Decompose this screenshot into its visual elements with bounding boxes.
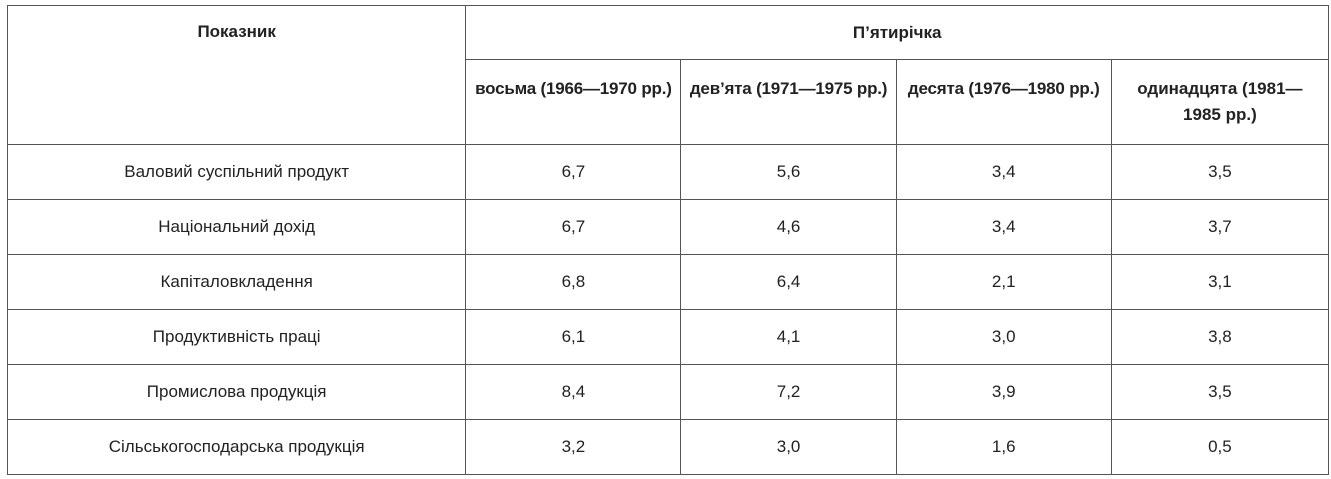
header-period: дев’ята (1971—1975 рр.) [680,59,897,145]
header-row-group: Показник П’ятирічка [6,5,1329,145]
cell-value: 2,1 [895,254,1112,310]
row-label: Капіталовкладення [6,254,467,310]
cell-value: 3,5 [1110,144,1330,200]
table-row: Промислова продукція 8,4 7,2 3,9 3,5 [6,364,1330,420]
table-row: Сільськогосподарська продукція 3,2 3,0 1… [6,419,1330,475]
header-row-periods: восьма (1966—1970 рр.) дев’ята (1971—197… [8,59,1330,145]
cell-value: 3,4 [895,144,1112,200]
row-label: Продуктивність праці [6,309,467,365]
cell-value: 6,7 [465,199,682,255]
header-period: десята (1976—1980 рр.) [895,59,1112,145]
table-row: Валовий суспільний продукт 6,7 5,6 3,4 3… [6,144,1330,200]
cell-value: 4,6 [680,199,897,255]
row-label: Сільськогосподарська продукція [6,419,467,475]
cell-value: 3,7 [1110,199,1330,255]
cell-value: 4,1 [680,309,897,365]
row-label: Промислова продукція [6,364,467,420]
cell-value: 8,4 [465,364,682,420]
cell-value: 3,1 [1110,254,1330,310]
header-five-year-plan: П’ятирічка [465,5,1329,60]
table-row: Продуктивність праці 6,1 4,1 3,0 3,8 [6,309,1330,365]
cell-value: 6,4 [680,254,897,310]
cell-value: 1,6 [895,419,1112,475]
cell-value: 3,0 [680,419,897,475]
header-indicator: Показник [6,5,467,145]
cell-value: 6,8 [465,254,682,310]
table-row: Капіталовкладення 6,8 6,4 2,1 3,1 [6,254,1330,310]
cell-value: 3,2 [465,419,682,475]
header-period: восьма (1966—1970 рр.) [465,59,682,145]
header-period: одинадцята (1981—1985 рр.) [1110,59,1330,145]
row-label: Національний дохід [6,199,467,255]
row-label: Валовий суспільний продукт [6,144,467,200]
cell-value: 3,0 [895,309,1112,365]
cell-value: 3,8 [1110,309,1330,365]
cell-value: 7,2 [680,364,897,420]
table-row: Національний дохід 6,7 4,6 3,4 3,7 [6,199,1330,255]
cell-value: 3,5 [1110,364,1330,420]
cell-value: 3,9 [895,364,1112,420]
cell-value: 5,6 [680,144,897,200]
data-table: Показник П’ятирічка восьма (1966—1970 рр… [6,5,1330,475]
cell-value: 3,4 [895,199,1112,255]
cell-value: 0,5 [1110,419,1330,475]
cell-value: 6,1 [465,309,682,365]
cell-value: 6,7 [465,144,682,200]
